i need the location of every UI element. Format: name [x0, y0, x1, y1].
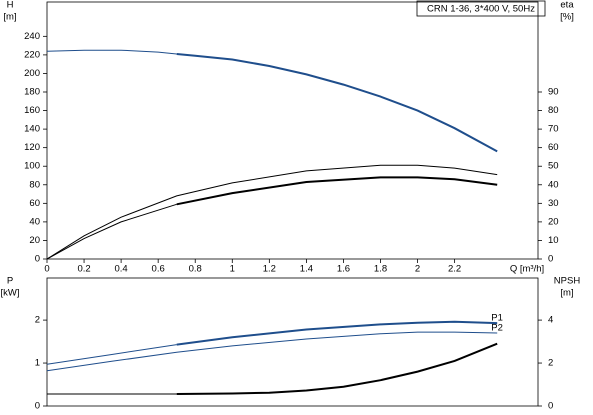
- plot-frame: [46, 277, 539, 407]
- curve: [46, 344, 177, 365]
- y-axis-label: H: [7, 0, 14, 11]
- y2-tick-label: 0: [548, 254, 553, 265]
- y-tick-label: 120: [24, 142, 40, 153]
- y2-tick-label: 40: [548, 179, 559, 190]
- y-tick-label: 240: [24, 31, 40, 42]
- curve: [176, 53, 498, 153]
- y-tick-label: 80: [29, 179, 40, 190]
- y-axis-label: P: [7, 276, 13, 287]
- y-tick-label: 220: [24, 49, 40, 60]
- y-tick-label: 60: [29, 198, 40, 209]
- curve-label: P1: [491, 313, 503, 324]
- y2-tick-label: 30: [548, 198, 559, 209]
- y-tick-label: 1: [35, 358, 40, 369]
- y-tick-label: 20: [29, 235, 40, 246]
- y2-tick-label: 10: [548, 235, 559, 246]
- curve: [46, 203, 177, 260]
- y-axis-unit: [m]: [3, 12, 16, 23]
- x-tick-label: 0.4: [115, 264, 128, 275]
- y2-tick-label: 20: [548, 216, 559, 227]
- curve: [46, 49, 177, 55]
- curve: [46, 164, 498, 260]
- y2-tick-label: 50: [548, 161, 559, 172]
- y-tick-label: 160: [24, 105, 40, 116]
- y2-tick-label: 70: [548, 124, 559, 135]
- x-tick-label: 2.2: [448, 264, 461, 275]
- y-tick-label: 0: [35, 401, 40, 412]
- x-tick-label: 2: [415, 264, 420, 275]
- x-tick-label: 0.2: [77, 264, 90, 275]
- y-tick-label: 40: [29, 216, 40, 227]
- y2-axis-unit: [m]: [560, 288, 573, 299]
- y-tick-label: 200: [24, 68, 40, 79]
- x-tick-label: 1.8: [374, 264, 387, 275]
- plot-frame: [46, 1, 539, 260]
- x-tick-label: 0.8: [189, 264, 202, 275]
- x-tick-label: 0: [44, 264, 49, 275]
- y2-tick-label: 2: [548, 358, 553, 369]
- curve-label: P2: [491, 322, 503, 333]
- y2-axis-label: eta: [560, 0, 574, 11]
- x-tick-label: 0.6: [152, 264, 165, 275]
- curve: [176, 176, 498, 206]
- y-tick-label: 0: [35, 254, 40, 265]
- curve: [176, 320, 498, 346]
- x-tick-label: 1.6: [337, 264, 350, 275]
- y2-tick-label: 0: [548, 401, 553, 412]
- x-tick-label: 1.2: [263, 264, 276, 275]
- curve: [176, 342, 498, 395]
- y-tick-label: 2: [35, 315, 40, 326]
- y2-axis-label: NPSH: [554, 276, 581, 287]
- x-axis-label: Q [m³/h]: [510, 264, 544, 275]
- y2-tick-label: 90: [548, 87, 559, 98]
- y2-tick-label: 60: [548, 142, 559, 153]
- y-axis-unit: [kW]: [1, 288, 20, 299]
- y2-tick-label: 80: [548, 105, 559, 116]
- chart-title: CRN 1-36, 3*400 V, 50Hz: [427, 4, 535, 15]
- x-tick-label: 1.4: [300, 264, 313, 275]
- title-box: [416, 0, 546, 17]
- x-tick-label: 1: [230, 264, 235, 275]
- y-tick-label: 180: [24, 87, 40, 98]
- y2-axis-unit: [%]: [560, 12, 574, 23]
- y2-tick-label: 4: [548, 315, 553, 326]
- y-tick-label: 100: [24, 161, 40, 172]
- y-tick-label: 140: [24, 124, 40, 135]
- curve: [46, 331, 498, 372]
